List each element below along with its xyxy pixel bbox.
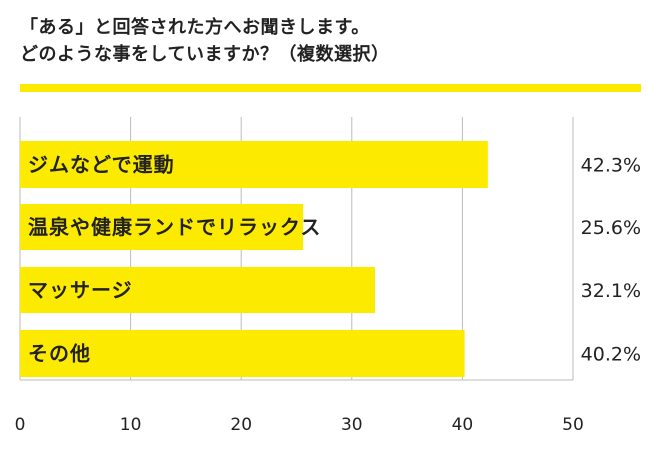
tick-label-3: 30 [341, 415, 363, 435]
category-label-3: その他 [28, 342, 91, 366]
category-label-2: マッサージ [28, 278, 133, 302]
tick-label-5: 50 [562, 415, 584, 435]
tick-label-0: 0 [15, 415, 26, 435]
bar-1 [20, 204, 304, 250]
category-label-0: ジムなどで運動 [28, 153, 175, 177]
bars [20, 141, 488, 377]
value-label-0: 42.3% [581, 155, 641, 177]
x-axis-ticks: 0 10 20 30 40 50 [15, 415, 584, 435]
tick-label-2: 20 [230, 415, 252, 435]
labels: ジムなどで運動 42.3% 温泉や健康ランドでリラックス 25.6% マッサージ 32.1… [28, 153, 641, 366]
category-label-1: 温泉や健康ランドでリラックス [28, 215, 321, 239]
title-underline [20, 84, 641, 92]
value-label-3: 40.2% [581, 344, 641, 366]
bar-0 [20, 141, 488, 188]
value-label-1: 25.6% [581, 217, 641, 239]
tick-label-4: 40 [452, 415, 474, 435]
value-label-2: 32.1% [581, 280, 641, 302]
tick-label-1: 10 [120, 415, 142, 435]
bar-3 [20, 330, 465, 377]
chart-title: 「ある」と回答された方へお聞きします。 どのような事をしていますか？（複数選択） [20, 14, 389, 68]
bar-2 [20, 267, 376, 313]
chart-title-line-2: どのような事をしていますか？（複数選択） [20, 44, 390, 65]
chart-title-line-1: 「ある」と回答された方へお聞きします。 [20, 17, 370, 38]
